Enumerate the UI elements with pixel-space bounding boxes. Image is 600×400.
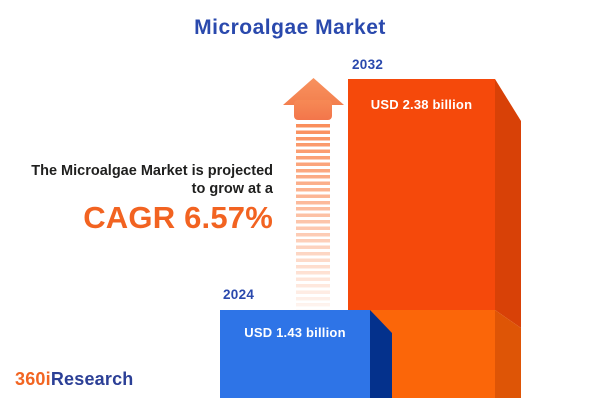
bar-2032-side [495, 79, 521, 398]
annotation-line-1: The Microalgae Market is projected [31, 163, 273, 179]
bar-2024-face [220, 310, 370, 398]
arrow-stripes-icon [296, 124, 330, 336]
company-logo: 360iResearch [15, 369, 134, 390]
bar-2032-face-top [348, 79, 495, 310]
logo-suffix: Research [50, 369, 134, 389]
bar-2024-value-label: USD 1.43 billion [244, 325, 346, 340]
annotation-line-2: to grow at a [191, 181, 273, 197]
bar-2024-side [370, 310, 392, 398]
logo-prefix: 360i [15, 369, 51, 389]
chart-title: Microalgae Market [194, 16, 386, 39]
bar-2024-year-label: 2024 [223, 287, 255, 302]
bar-2032-value-label: USD 2.38 billion [370, 97, 473, 112]
arrow-neck-icon [294, 100, 332, 120]
growth-annotation: The Microalgae Market is projected to gr… [31, 162, 273, 235]
cagr-value: CAGR 6.57% [83, 200, 273, 235]
bar-2032-year-label: 2032 [352, 57, 384, 72]
bar-2032-side-dark [495, 79, 521, 329]
